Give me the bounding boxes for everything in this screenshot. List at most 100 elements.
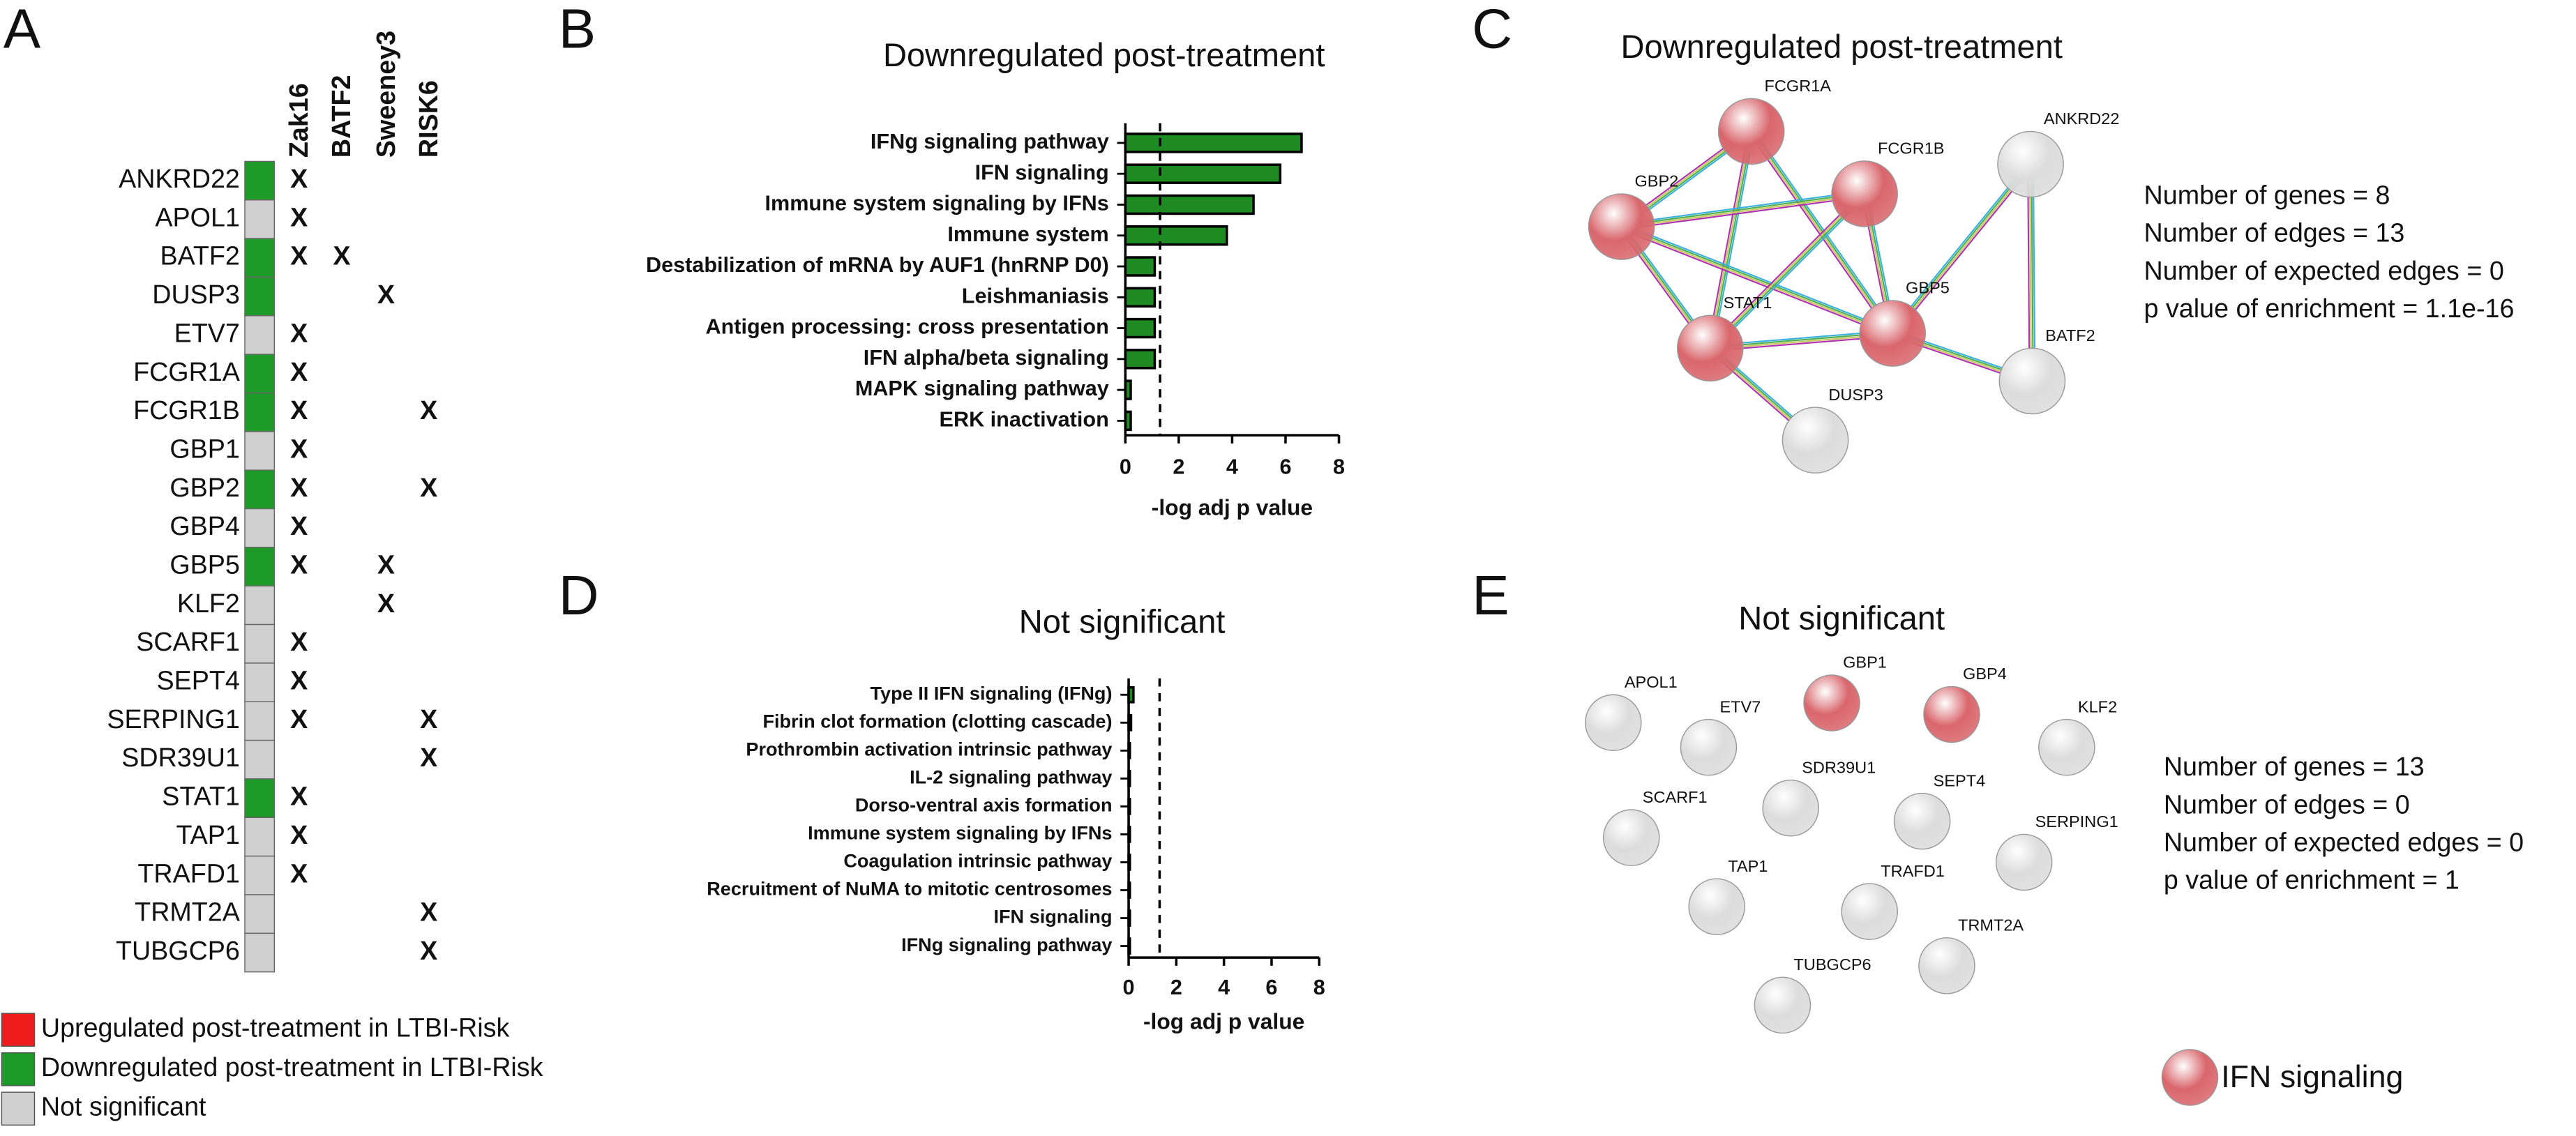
- x-tick-label: 6: [1279, 455, 1291, 478]
- x-tick-label: 8: [1333, 455, 1345, 478]
- bar: [1127, 713, 1133, 732]
- network-stat: p value of enrichment = 1.1e-16: [2144, 294, 2515, 323]
- status-cell: [244, 662, 276, 702]
- status-cell: [244, 701, 276, 741]
- node-label: GBP2: [1634, 172, 1678, 190]
- network-title: Downregulated post-treatment: [1620, 28, 2063, 65]
- signature-mark: X: [420, 704, 437, 734]
- node-label: FCGR1A: [1765, 77, 1832, 95]
- status-cell: [244, 392, 276, 432]
- gene-label: FCGR1A: [133, 357, 241, 386]
- x-tick-label: 0: [1120, 455, 1131, 478]
- legend-swatch: [1, 1052, 36, 1086]
- category-label: Destabilization of mRNA by AUF1 (hnRNP D…: [646, 253, 1109, 277]
- signature-mark: X: [290, 164, 308, 193]
- node-label: GBP5: [1906, 279, 1950, 297]
- status-cell: [244, 160, 276, 201]
- status-cell: [244, 585, 276, 626]
- network-stat: Number of expected edges = 0: [2164, 828, 2524, 857]
- node-label: STAT1: [1724, 294, 1772, 312]
- node-label: APOL1: [1625, 673, 1678, 691]
- status-cell: [244, 623, 276, 664]
- category-label: IFN signaling: [975, 160, 1109, 184]
- status-cell: [244, 508, 276, 548]
- signature-mark: X: [290, 318, 308, 347]
- node-label: SDR39U1: [1802, 758, 1876, 776]
- network-edge: [2031, 164, 2034, 381]
- node-label: SCARF1: [1643, 788, 1708, 806]
- gene-label: TAP1: [176, 820, 239, 849]
- network-edge: [1708, 130, 1752, 349]
- status-cell: [244, 739, 276, 780]
- category-label: Coagulation intrinsic pathway: [843, 850, 1112, 872]
- node-label: TUBGCP6: [1793, 955, 1871, 974]
- legend-label: Upregulated post-treatment in LTBI-Risk: [41, 1013, 510, 1043]
- signature-mark: X: [290, 627, 308, 656]
- network-stat: p value of enrichment = 1: [2164, 865, 2460, 895]
- chart-title: Downregulated post-treatment: [883, 36, 1325, 73]
- gene-label: TUBGCP6: [116, 936, 240, 965]
- legend-label: Not significant: [41, 1092, 206, 1121]
- panel-label: E: [1472, 564, 1509, 626]
- legend-label: Downregulated post-treatment in LTBI-Ris…: [41, 1052, 543, 1082]
- signature-mark: X: [377, 280, 395, 309]
- network-edge: [1706, 130, 1749, 348]
- x-tick-label: 2: [1173, 455, 1184, 478]
- bar: [1124, 194, 1255, 215]
- network-edge: [1890, 162, 2029, 333]
- signature-mark: X: [333, 241, 350, 271]
- gene-label: ANKRD22: [119, 164, 240, 193]
- node-label: GBP1: [1843, 653, 1887, 672]
- status-cell: [244, 547, 276, 586]
- x-tick-label: 2: [1170, 976, 1182, 999]
- status-cell: [244, 817, 276, 857]
- category-label: Recruitment of NuMA to mitotic centrosom…: [707, 878, 1112, 900]
- chart-title: Not significant: [1019, 603, 1226, 639]
- node-label: ETV7: [1719, 697, 1761, 715]
- bar: [1127, 770, 1131, 787]
- bar: [1124, 349, 1157, 370]
- panel-label: B: [559, 0, 596, 59]
- network-edge: [1709, 192, 1865, 349]
- x-tick-label: 6: [1265, 976, 1277, 999]
- status-cell: [244, 354, 276, 394]
- status-cell: [244, 199, 276, 239]
- network-node: [1688, 878, 1745, 935]
- x-axis-label: -log adj p value: [1152, 495, 1313, 520]
- network-node: [1831, 160, 1898, 227]
- bar: [1127, 937, 1131, 955]
- network-node: [1602, 809, 1660, 866]
- network-node: [1680, 718, 1738, 776]
- legend-label: IFN signaling: [2221, 1059, 2403, 1094]
- signature-mark: X: [420, 743, 437, 772]
- network-edge: [1621, 195, 1865, 230]
- network-node: [1923, 686, 1980, 743]
- node-label: TAP1: [1728, 857, 1768, 875]
- signature-mark: X: [420, 473, 437, 502]
- node-label: TRMT2A: [1958, 916, 2024, 934]
- network-node: [1859, 300, 1927, 367]
- network-edge: [1894, 165, 2033, 336]
- signature-mark: X: [290, 241, 308, 271]
- bar: [1127, 826, 1131, 843]
- network-node: [1803, 674, 1860, 732]
- gene-label: DUSP3: [152, 280, 240, 309]
- signature-mark: X: [290, 820, 308, 849]
- signature-mark: X: [377, 550, 395, 579]
- bar: [1127, 909, 1131, 927]
- x-tick-label: 0: [1123, 976, 1135, 999]
- bar: [1124, 317, 1157, 339]
- network-node: [1893, 792, 1951, 850]
- signature-mark: X: [377, 589, 395, 618]
- network-stat: Number of edges = 0: [2164, 789, 2410, 819]
- column-header: Sweeney3: [371, 31, 400, 158]
- column-header: RISK6: [414, 80, 443, 158]
- status-cell: [244, 469, 276, 510]
- signature-mark: X: [420, 395, 437, 425]
- gene-label: GBP1: [170, 434, 240, 463]
- category-label: IFN signaling: [993, 906, 1112, 927]
- node-label: TRAFD1: [1881, 862, 1945, 880]
- bar: [1124, 132, 1303, 153]
